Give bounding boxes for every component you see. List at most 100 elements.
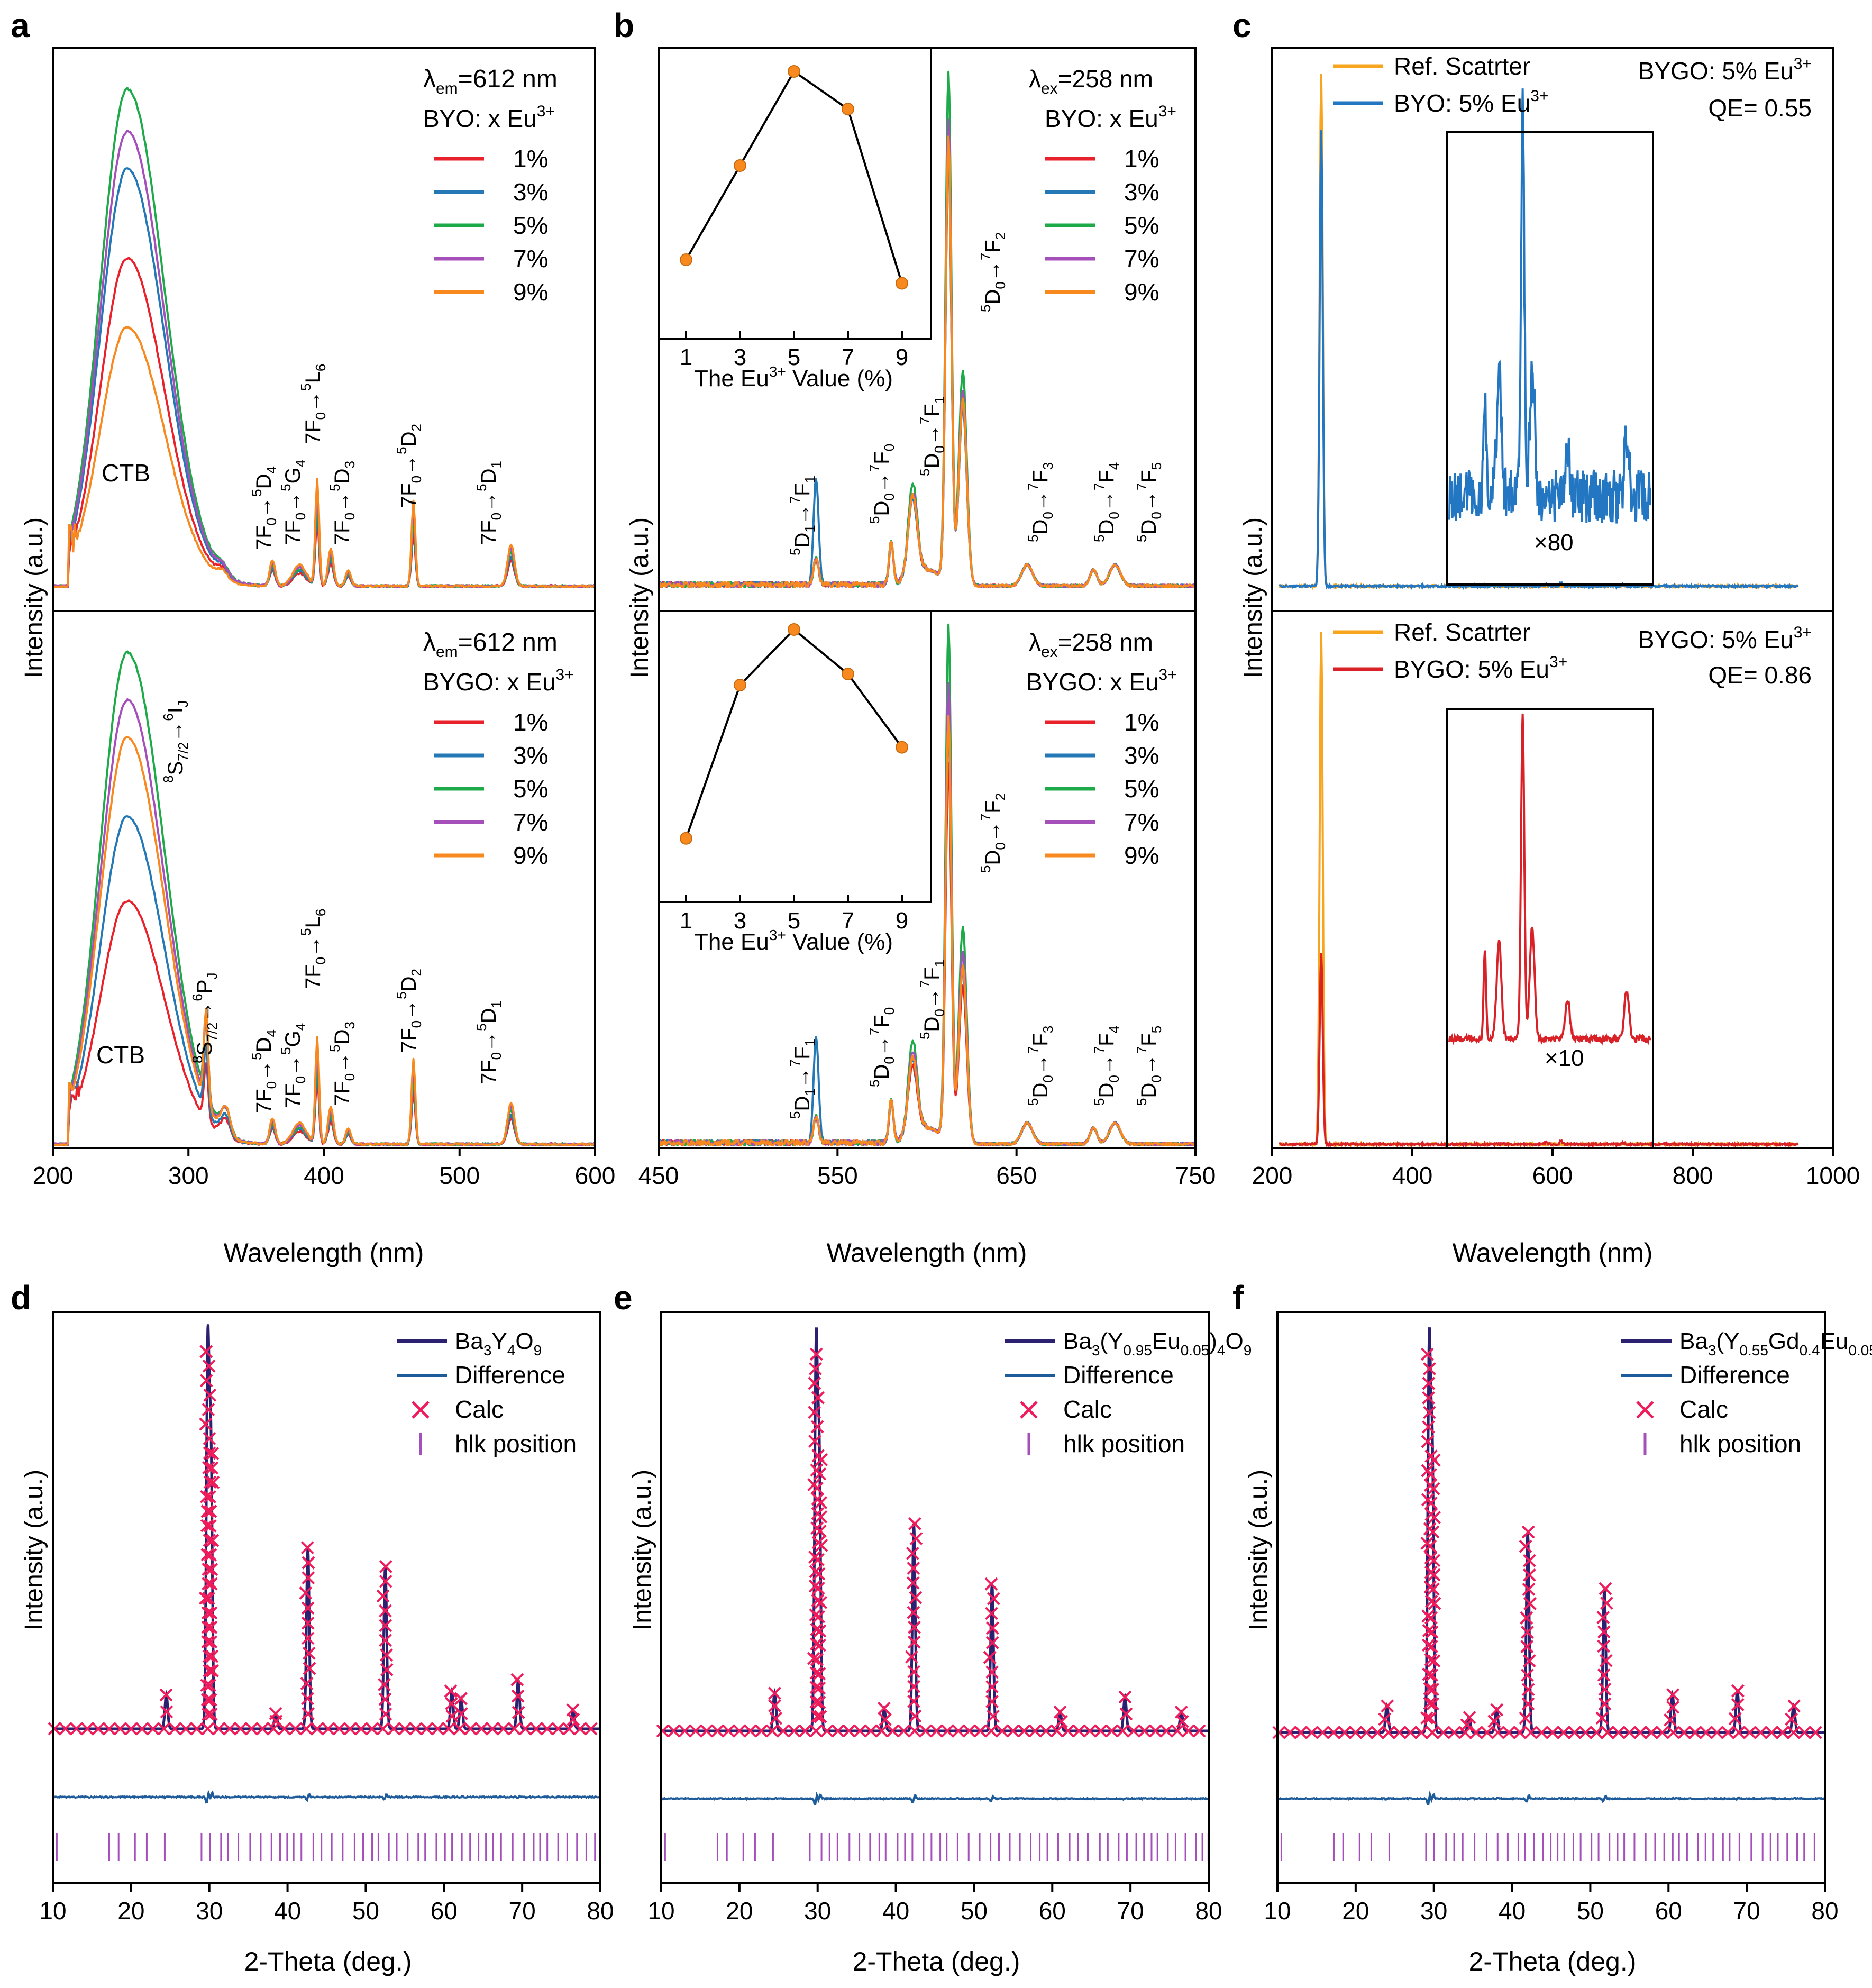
c-legends: Ref. Scatrter BYO: 5% Eu3+ Ref. Scatrter BY… [1333,52,1567,683]
calc-marker [168,1722,182,1736]
calc-marker [996,1724,1009,1738]
e-tick-group: 10 20 30 40 50 60 70 80 [647,1883,1222,1925]
panel-label-a: a [11,6,30,44]
curve-9pct [52,326,596,588]
calc-marker [551,1722,565,1736]
legend-label: BYO: 5% Eu3+ [1394,87,1548,117]
inset-point [842,103,854,116]
svg-text:7F0→5D3: 7F0→5D3 [327,1022,358,1106]
f-legend: Ba3(Y0.55Gd0.4Eu0.05)4O9 Difference Calc hl… [1621,1328,1872,1457]
calc-marker [973,1724,987,1738]
calc-marker [1426,1726,1439,1739]
a-top-transition-labels: 7F0→5D4 7F0→5G4 7F0→5L6 7F0→5D3 7F0→5D2 … [249,364,504,550]
calc-marker [909,1591,923,1604]
calc-marker [1513,1726,1527,1739]
legend-label: 9% [1124,278,1159,306]
legend-label: BYGO: 5% Eu3+ [1394,653,1567,683]
calc-marker [203,1679,217,1692]
b-tick-group: 450 550 650 750 [638,1148,1216,1189]
x-tick-label: 40 [882,1897,909,1925]
svg-text:5D1→7F1: 5D1→7F1 [787,476,818,555]
panel-d: 10 20 30 40 50 60 70 80 Intensity (a.u.) 2-Thet… [20,1311,614,1976]
calc-marker [204,1708,218,1721]
calc-marker [212,1722,225,1736]
calc-marker [831,1724,845,1738]
svg-text:7F0→5D3: 7F0→5D3 [327,461,358,545]
calc-marker [1422,1667,1436,1681]
calc-marker [700,1724,714,1738]
legend-label: 9% [513,842,548,869]
calc-marker [1521,1525,1535,1539]
calc-marker [202,1562,215,1576]
legend-label: 9% [1124,842,1159,869]
calc-marker [80,1722,94,1736]
legend-label: 7% [513,808,548,836]
calc-marker [808,1362,822,1375]
x-tick-label: 200 [33,1162,74,1189]
a-bot-em-label: λem=612 nm [423,628,558,661]
calc-marker [814,1710,827,1723]
calc-marker [124,1722,138,1736]
x-tick-label: 80 [587,1897,614,1925]
calc-marker [1182,1724,1195,1738]
calc-marker [1421,1435,1435,1448]
calc-marker [1579,1726,1592,1739]
inset-point [788,623,800,636]
calc-marker [1422,1638,1435,1652]
b-x-axis-label: Wavelength (nm) [827,1238,1027,1267]
calc-marker [202,1577,215,1591]
inset-point [680,832,692,845]
svg-text:7F0→5L6: 7F0→5L6 [298,909,328,989]
c-bottom-magnification: ×10 [1545,1045,1584,1071]
calc-marker [1422,1420,1435,1434]
calc-marker [332,1722,346,1736]
svg-text:5D0→7F4: 5D0→7F4 [1091,1026,1122,1106]
panel-f-frame [1276,1311,1826,1884]
calc-marker [301,1616,315,1630]
inset-point [734,679,746,691]
calc-marker [474,1722,488,1736]
calc-marker [908,1724,921,1738]
inset-tick-label: 7 [842,908,854,934]
legend-label: hlk position [1679,1430,1801,1457]
calc-marker [813,1624,827,1638]
calc-marker [769,1711,783,1725]
calc-marker [1423,1539,1437,1553]
svg-text:5D0→7F1: 5D0→7F1 [917,960,947,1039]
calc-marker [1371,1726,1384,1739]
calc-marker [1809,1726,1822,1739]
x-tick-label: 80 [1811,1897,1838,1925]
calc-marker [159,1688,173,1702]
legend-label: Difference [1063,1361,1174,1389]
calc-marker [1360,1726,1373,1739]
legend-label: Calc [1679,1396,1728,1423]
calc-marker [69,1722,83,1736]
legend-label: 5% [513,775,548,803]
calc-marker [377,1677,391,1691]
calc-marker [205,1649,219,1663]
d-plot-series [48,1324,601,1861]
e-legend: Ba3(Y0.95Eu0.05)4O9 Difference Calc hlk pos… [1005,1328,1252,1457]
calc-marker [853,1724,866,1738]
calc-marker [199,1345,213,1358]
calc-marker [1520,1611,1533,1625]
calc-marker [1612,1726,1626,1739]
calc-marker [322,1722,335,1736]
calc-marker [269,1707,282,1720]
b-top-legend: 1% 3% 5% 7% 9% [1045,145,1159,306]
calc-marker [199,1591,212,1605]
calc-marker [365,1722,379,1736]
b-bottom-inset-frame [658,610,932,903]
calc-marker [507,1722,521,1736]
x-tick-label: 550 [817,1162,858,1189]
inset-point [842,668,854,680]
x-tick-label: 20 [117,1897,144,1925]
calc-marker [201,1708,215,1721]
panel-a: 200 300 400 500 600 Intensity (a.u.) Wavelen… [20,47,615,1267]
inset-point [680,253,692,266]
calc-marker [299,1586,313,1600]
calc-marker [907,1680,921,1693]
calc-marker [1765,1726,1778,1739]
calc-marker [201,1620,215,1634]
e-y-axis-label: Intensity (a.u.) [628,1470,656,1630]
